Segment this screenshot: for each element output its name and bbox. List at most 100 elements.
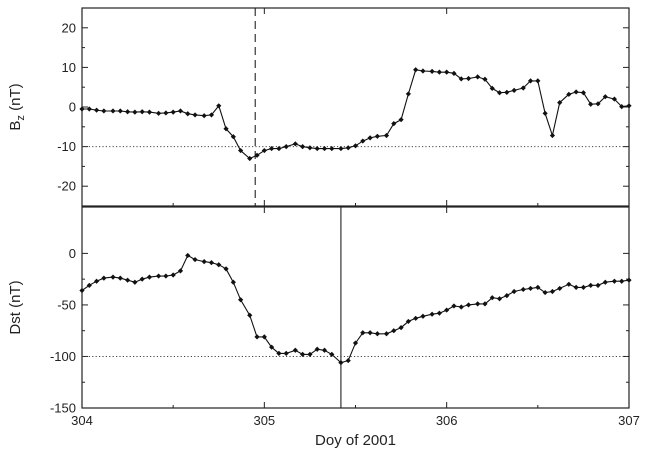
data-point — [588, 101, 594, 107]
data-point — [451, 70, 457, 76]
y-tick-label: -20 — [57, 179, 76, 194]
data-point — [139, 276, 145, 282]
data-point — [436, 310, 442, 316]
y-tick-label: 20 — [62, 20, 76, 35]
data-point — [383, 132, 390, 139]
data-point — [292, 347, 298, 353]
data-point — [185, 111, 191, 117]
data-point — [374, 133, 380, 139]
y-axis-label: Bz (nT) — [7, 83, 27, 130]
data-point — [223, 266, 229, 272]
x-tick-label: 304 — [71, 413, 93, 428]
data-point — [124, 109, 131, 115]
data-point — [216, 103, 222, 109]
data-point — [405, 318, 411, 325]
data-point — [566, 91, 572, 97]
data-point — [86, 282, 92, 288]
x-tick-label: 306 — [436, 413, 458, 428]
data-point — [511, 288, 517, 295]
data-point — [269, 145, 275, 152]
data-point — [155, 273, 162, 279]
data-point — [201, 113, 207, 119]
data-point — [383, 331, 390, 337]
y-tick-label: 10 — [62, 60, 76, 75]
data-point — [420, 313, 426, 319]
data-point — [276, 350, 282, 356]
data-point — [413, 315, 419, 321]
data-point — [321, 347, 328, 353]
x-axis-label: Doy of 2001 — [315, 432, 396, 449]
y-tick-label: -50 — [57, 297, 76, 312]
data-point — [329, 351, 335, 357]
data-point — [520, 85, 526, 91]
data-point — [117, 275, 123, 281]
data-point — [352, 340, 359, 346]
data-point — [345, 357, 351, 364]
data-point — [619, 278, 625, 284]
data-point — [254, 334, 260, 340]
data-point — [155, 110, 162, 116]
data-point — [269, 344, 275, 350]
data-point — [208, 260, 215, 266]
data-point — [398, 117, 404, 123]
x-tick-label: 305 — [253, 413, 275, 428]
data-point — [307, 351, 313, 357]
data-point — [139, 109, 145, 115]
data-point — [602, 94, 608, 100]
y-axis-label-unit: (nT) — [7, 83, 24, 115]
data-point — [238, 297, 244, 303]
data-point — [163, 110, 169, 116]
panel-2: -150 -100 -50 0 304 305 306 307 Dst (nT) Doy of 2… — [7, 206, 640, 449]
data-point — [146, 109, 153, 115]
data-point — [542, 289, 548, 296]
data-point — [101, 108, 107, 114]
data-point — [566, 281, 572, 287]
data-point — [345, 145, 351, 151]
data-point — [429, 311, 435, 317]
data-point — [283, 144, 289, 150]
data-point — [117, 108, 123, 114]
data-point — [216, 262, 222, 268]
data-point — [475, 74, 481, 80]
plot-frame — [81, 206, 630, 409]
data-point — [573, 89, 579, 95]
y-axis-label-subscript: z — [15, 115, 27, 121]
data-point — [110, 274, 116, 280]
data-point — [292, 141, 298, 147]
data-point — [261, 334, 267, 340]
data-point — [444, 307, 450, 313]
data-point — [398, 325, 404, 331]
data-point — [223, 126, 229, 132]
data-point — [573, 284, 579, 290]
data-point — [185, 252, 191, 259]
data-point — [504, 89, 510, 95]
data-point — [360, 138, 366, 144]
data-point — [132, 109, 138, 115]
data-point — [489, 295, 495, 301]
data-point — [307, 145, 313, 151]
data-point — [321, 145, 328, 152]
data-point — [338, 145, 344, 152]
data-point — [496, 90, 503, 96]
data-point — [230, 279, 236, 285]
data-point — [429, 68, 435, 74]
data-point — [626, 103, 632, 109]
panel-1: -20 -10 0 10 20 Bz (nT) — [7, 7, 632, 207]
data-point — [465, 75, 472, 82]
data-point — [208, 112, 215, 118]
data-point — [549, 288, 556, 295]
data-point — [626, 277, 632, 283]
data-point — [602, 279, 608, 285]
data-point — [420, 68, 426, 74]
data-point — [458, 76, 464, 82]
data-point — [436, 69, 442, 75]
data-point — [374, 331, 380, 337]
data-point — [619, 104, 625, 110]
series-line — [81, 254, 630, 364]
y-axis-label-main: B — [7, 121, 24, 131]
data-point — [580, 90, 587, 96]
data-point — [595, 282, 601, 288]
data-point — [535, 78, 541, 84]
data-point — [405, 91, 411, 97]
data-point — [549, 132, 556, 139]
